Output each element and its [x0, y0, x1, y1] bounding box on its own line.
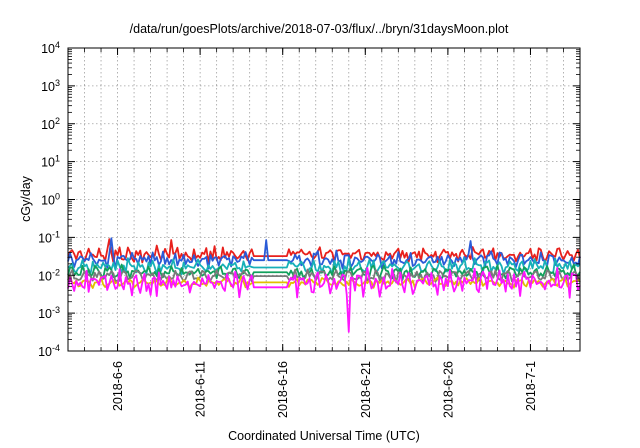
x-tick-label: 2018-6-11	[194, 361, 208, 417]
y-tick-label: 101	[41, 154, 60, 170]
y-tick-label: 104	[41, 40, 60, 56]
y-tick-base: 10	[41, 118, 55, 132]
y-tick-exponent: 3	[55, 78, 60, 88]
y-tick-base: 10	[38, 269, 52, 283]
x-axis-ticks: 2018-6-6 2018-6-11 2018-6-16 2018-6-21 2018-…	[67, 48, 581, 418]
grid-lines	[68, 48, 580, 351]
y-tick-exponent: 2	[55, 116, 60, 126]
y-tick-label: 10-2	[38, 267, 60, 283]
x-tick-label: 2018-6-16	[276, 361, 290, 418]
x-tick-label: 2018-7-1	[524, 361, 538, 411]
y-tick-base: 10	[41, 80, 55, 94]
y-tick-label: 10-4	[38, 343, 60, 359]
y-tick-base: 10	[38, 307, 52, 321]
x-tick-label: 2018-6-26	[441, 361, 455, 418]
y-tick-label: 100	[41, 192, 60, 208]
y-tick-exponent: -4	[52, 343, 60, 353]
y-axis-label: cGy/day	[19, 175, 33, 222]
y-tick-base: 10	[41, 194, 55, 208]
x-tick-label: 2018-6-21	[359, 361, 373, 418]
x-axis-label: Coordinated Universal Time (UTC)	[228, 429, 420, 443]
series-lines	[67, 237, 581, 333]
y-tick-label: 102	[41, 116, 60, 132]
y-tick-exponent: 0	[55, 192, 60, 202]
series-line-2	[67, 237, 581, 270]
series-line-6	[67, 275, 581, 289]
series-line-7	[67, 266, 581, 333]
y-tick-label: 10-1	[38, 229, 60, 245]
y-tick-exponent: -3	[52, 305, 60, 315]
x-tick-label: 2018-6-6	[111, 361, 125, 411]
y-tick-base: 10	[38, 231, 52, 245]
y-tick-label: 103	[41, 78, 60, 94]
plot-frame	[67, 47, 581, 352]
y-tick-exponent: -2	[52, 267, 60, 277]
y-tick-exponent: 4	[55, 40, 60, 50]
y-tick-base: 10	[41, 156, 55, 170]
series-line-3	[67, 256, 581, 276]
series-line-5	[67, 268, 581, 284]
y-tick-exponent: 1	[55, 154, 60, 164]
y-tick-label: 10-3	[38, 305, 60, 321]
y-tick-exponent: -1	[52, 229, 60, 239]
y-tick-base: 10	[41, 42, 55, 56]
y-tick-base: 10	[38, 345, 52, 359]
chart-title: /data/run/goesPlots/archive/2018-07-03/f…	[130, 22, 509, 36]
